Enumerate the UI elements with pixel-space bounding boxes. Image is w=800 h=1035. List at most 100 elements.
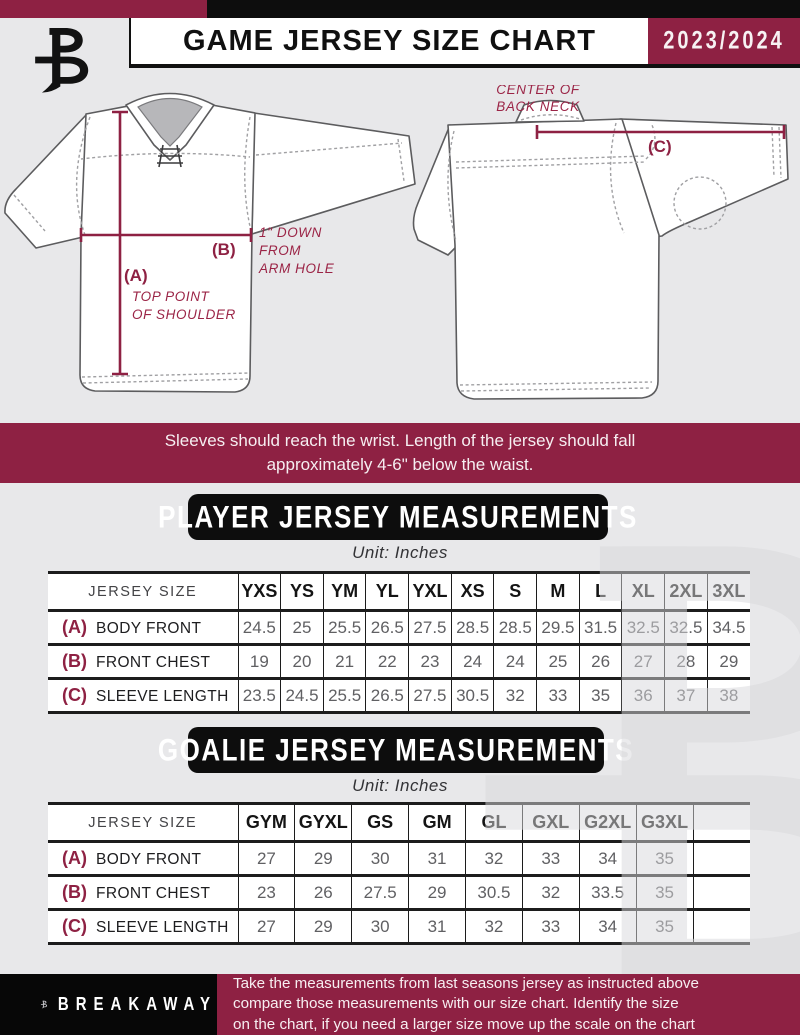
measurement-value: 25 [536,644,580,679]
measurement-row: (C) SLEEVE LENGTH 27 29 30 31 32 33 34 35 [48,909,750,944]
row-name: SLEEVE LENGTH [96,919,229,936]
measurement-value: 29 [294,841,352,876]
measurement-value: 26 [578,644,622,679]
label-b-note-3: ARM HOLE [258,261,335,276]
row-key: (A) [62,617,87,637]
player-unit-label: Unit: Inches [352,543,448,562]
label-a: (A) [124,266,148,285]
row-key: (C) [62,685,87,705]
measurement-value: 29 [706,644,750,679]
measurement-value: 23 [237,875,295,910]
measurement-value: 30.5 [450,678,494,713]
measurement-value: 27 [237,909,295,944]
row-key: (B) [62,651,87,671]
measurement-value: 35 [635,875,693,910]
breakaway-b-logo-footer-icon [40,1000,48,1009]
measurement-value: 35 [635,841,693,876]
size-column-header: 3XL [706,572,750,611]
size-column-header: XS [450,572,494,611]
row-label-cell: (A) BODY FRONT [48,842,238,876]
header-black-strip [207,0,800,18]
measurement-row: (B) FRONT CHEST 19 20 21 22 23 24 24 25 26 27 28 29 [48,644,750,679]
label-b-note-1: 1" DOWN [259,225,322,240]
row-label-cell: (A) BODY FRONT [48,611,238,645]
row-name: FRONT CHEST [96,654,211,671]
row-label-cell: (C) SLEEVE LENGTH [48,910,238,944]
label-a-note-1: TOP POINT [132,289,211,304]
measurement-value: 33 [521,909,580,944]
measurement-value: 30.5 [465,875,523,910]
measurement-value: 26.5 [365,610,409,645]
measurement-row: (C) SLEEVE LENGTH 23.5 24.5 25.5 26.5 27.5 30.5… [48,678,750,713]
measurement-value: 32.5 [621,610,665,645]
player-section-title-bar: PLAYER JERSEY MEASUREMENTS [158,494,636,540]
measure-line-b [79,228,253,242]
measurement-value: 38 [706,678,750,713]
row-name: BODY FRONT [96,620,202,637]
measurement-value: 24.5 [280,678,324,713]
measurement-value: 36 [621,678,665,713]
measurement-value: 25.5 [322,610,366,645]
back-neck-note-2: BACK NECK [496,99,580,114]
measurement-value: 31 [408,909,466,944]
measurement-value: 32.5 [664,610,708,645]
measurement-value: 24 [493,644,537,679]
row-name: FRONT CHEST [96,885,211,902]
measurement-value: 23 [408,644,452,679]
label-b-note-2: FROM [259,243,301,258]
goalie-measurements-table: JERSEY SIZE GYM GYXL GS GM GL GXL G2XL G3XL (A) BO… [48,802,750,945]
front-jersey-drawing: (B) 1" DOWN FROM ARM HOLE (A) TOP POINT … [4,92,416,393]
measurement-value: 34.5 [706,610,750,645]
measurement-value: 25.5 [322,678,366,713]
season-label: 2023/2024 [663,26,785,55]
row-key: (A) [62,848,87,868]
back-neck-note-1: CENTER OF [496,85,580,97]
size-column-header: G3XL [635,803,693,842]
goalie-unit-label: Unit: Inches [352,776,448,795]
front-right-sleeve [251,112,416,235]
measurement-value: 25 [280,610,324,645]
page-title: GAME JERSEY SIZE CHART [182,24,597,57]
measure-line-a [112,110,128,376]
size-column-header: GYXL [294,803,352,842]
measurement-value: 27 [237,841,295,876]
size-column-header: GXL [521,803,580,842]
breakaway-b-logo-icon [35,28,89,93]
measurement-value: 35 [635,909,693,944]
measurement-value: 33 [536,678,580,713]
footer-line-1: Take the measurements from last seasons … [233,974,699,992]
measurement-value [692,875,750,910]
size-column-header: XL [621,572,665,611]
measurement-value: 27 [621,644,665,679]
size-column-header: L [578,572,622,611]
measurement-value: 33 [521,841,580,876]
size-column-header: YM [322,572,366,611]
back-left-sleeve [412,124,461,256]
measurement-value: 28 [664,644,708,679]
footer-brand-block: BREAKAWAY [0,974,217,1035]
size-column-header: GL [465,803,523,842]
player-section-title: PLAYER JERSEY MEASUREMENTS [158,498,638,535]
jersey-size-header: JERSEY SIZE [88,583,198,600]
label-c: (C) [648,137,672,156]
measurement-value: 37 [664,678,708,713]
measurement-value [692,841,750,876]
measurement-row: (A) BODY FRONT 27 29 30 31 32 33 34 35 [48,841,750,876]
size-column-header: M [536,572,580,611]
measurement-value: 31.5 [578,610,622,645]
measurement-value [692,909,750,944]
measurement-value: 30 [351,841,409,876]
measurement-row: (A) BODY FRONT 24.5 25 25.5 26.5 27.5 28.5 28.5 2… [48,610,750,645]
measure-line-c [535,125,786,139]
size-column-header: GYM [237,803,295,842]
size-column-header: YS [280,572,324,611]
fit-note-line-1: Sleeves should reach the wrist. Length o… [164,431,636,450]
table-header-row: JERSEY SIZE YXS YS YM YL YXL XS S M L XL 2XL 3XL [48,572,750,611]
measurement-value: 24.5 [237,610,281,645]
measurement-value: 20 [280,644,324,679]
front-lace-detail [157,144,183,168]
title-box: GAME JERSEY SIZE CHART [129,18,648,68]
fit-note-line-2: approximately 4-6" below the waist. [266,455,534,474]
measurement-value: 31 [408,841,466,876]
